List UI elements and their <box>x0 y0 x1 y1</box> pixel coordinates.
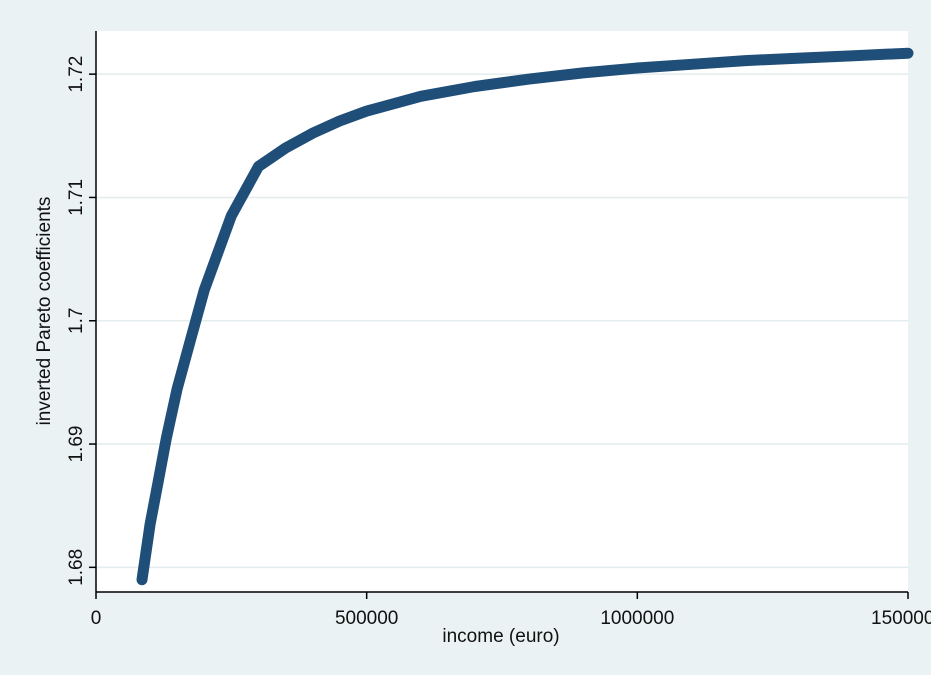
x-axis-title: income (euro) <box>442 626 559 647</box>
y-tick-label: 1.68 <box>66 549 87 586</box>
y-tick-label: 1.71 <box>66 179 87 216</box>
x-tick-label: 0 <box>91 608 102 629</box>
x-tick-label: 1500000 <box>871 608 931 629</box>
y-tick-label: 1.69 <box>66 426 87 463</box>
plot-area <box>96 31 908 592</box>
y-tick-label: 1.7 <box>66 308 87 334</box>
tick-layer: 1.68 1.69 1.7 1.71 1.72 0 500000 1000000 1500000 <box>66 56 931 629</box>
x-tick-label: 500000 <box>335 608 398 629</box>
grid-layer <box>96 73 908 569</box>
x-tick-label: 1000000 <box>600 608 674 629</box>
series-layer <box>136 47 914 586</box>
y-axis-title: inverted Pareto coefficients <box>34 197 55 426</box>
y-tick-label: 1.72 <box>66 56 87 93</box>
series-line <box>136 47 914 586</box>
